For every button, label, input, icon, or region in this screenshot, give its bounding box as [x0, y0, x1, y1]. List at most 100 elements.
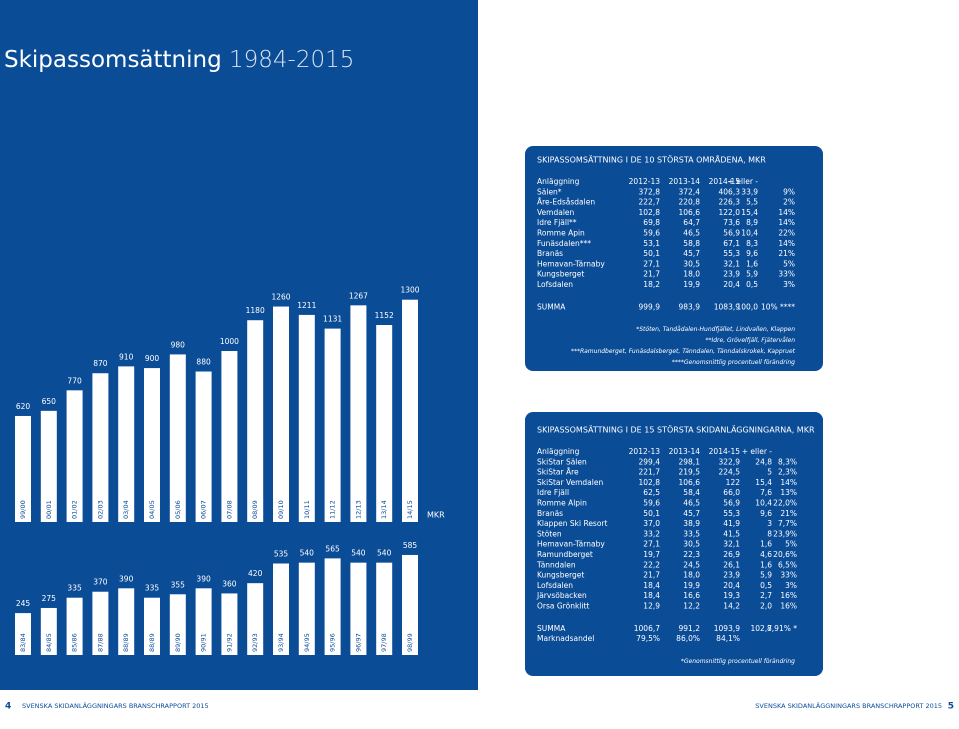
table-cell: 991,2	[679, 624, 701, 633]
page-number: 5	[948, 702, 954, 712]
table-cell: 14%	[778, 239, 795, 248]
category-label: 00/01	[45, 500, 53, 519]
data-label: 360	[222, 579, 237, 588]
table-cell: 20,4	[723, 581, 740, 590]
table-cell: SkiStar Åre	[537, 468, 579, 477]
table-cell: 10% ****	[761, 302, 795, 311]
bar	[66, 390, 83, 522]
bar	[66, 597, 83, 655]
category-label: 01/02	[71, 500, 79, 519]
bar	[169, 354, 186, 522]
table-cell: 983,9	[679, 302, 701, 311]
table-cell: 372,4	[679, 187, 701, 196]
table-cell: 55,3	[723, 249, 740, 258]
table-cell: 5,9	[760, 571, 772, 580]
table-cell: 56,9	[723, 499, 740, 508]
data-label: 355	[171, 580, 186, 589]
table-cell: 10,4	[741, 229, 758, 238]
table-cell: Idre Fjäll**	[537, 218, 577, 227]
table-cell: 5,5	[746, 198, 758, 207]
bar	[402, 299, 418, 522]
table-cell: 3%	[785, 581, 797, 590]
table-cell: 102,7	[751, 624, 773, 633]
table-cell: Anläggning	[537, 447, 580, 456]
table-cell: 1,6	[760, 560, 772, 569]
table-cell: 18,4	[643, 581, 660, 590]
footnote: ****Genomsnittlig procentuell förändring	[672, 359, 795, 366]
table-cell: Romme Alpin	[537, 499, 587, 508]
table-title: SKIPASSOMSÄTTNING I DE 10 STÖRSTA OMRÅDE…	[537, 154, 766, 165]
category-label: 91/92	[225, 633, 233, 652]
footer-text: SVENSKA SKIDANLÄGGNINGARS BRANSCHRAPPORT…	[755, 701, 942, 710]
table-cell: 79,5%	[636, 634, 660, 643]
table-cell: 999,9	[639, 302, 661, 311]
table-cell: 0,5	[746, 280, 758, 289]
table-cell: 220,8	[679, 198, 701, 207]
bar	[247, 320, 264, 522]
table-box	[525, 146, 823, 371]
bar	[15, 415, 31, 522]
table-cell: 122,0	[719, 208, 741, 217]
table-cell: 100,0	[737, 302, 759, 311]
category-label: 99/00	[19, 500, 27, 519]
table-cell: Tänndalen	[536, 560, 576, 569]
table-cell: 16%	[780, 602, 797, 611]
table-cell: Hemavan-Tärnaby	[537, 259, 605, 268]
data-label: 1300	[400, 286, 419, 295]
table-cell: 58,8	[683, 239, 700, 248]
bar	[221, 351, 238, 522]
table-cell: 5	[767, 468, 772, 477]
table-cell: 18,4	[643, 591, 660, 600]
bar	[298, 562, 315, 655]
table-cell: 13%	[780, 488, 797, 497]
table-cell: Vemdalen	[537, 208, 575, 217]
table-cell: 66,0	[723, 488, 740, 497]
table-cell: 14%	[778, 208, 795, 217]
table-cell: 50,1	[643, 249, 660, 258]
data-label: 540	[300, 549, 315, 558]
category-label: 88/89	[148, 633, 156, 652]
category-label: 12/13	[354, 500, 362, 519]
category-label: 90/91	[200, 633, 208, 652]
table-cell: 10,4	[755, 499, 772, 508]
table-cell: 20,4	[723, 280, 740, 289]
bar	[40, 607, 57, 655]
bar	[298, 314, 315, 522]
table-cell: 6,5%	[778, 560, 797, 569]
table-cell: 15,4	[741, 208, 758, 217]
category-label: 07/08	[225, 500, 233, 519]
category-label: 13/14	[380, 500, 388, 519]
bar	[195, 371, 212, 522]
category-label: 10/11	[303, 500, 311, 519]
category-label: 96/97	[354, 633, 362, 652]
table-cell: SkiStar Vemdalen	[537, 478, 603, 487]
table-cell: 8	[767, 529, 772, 538]
table-cell: 221,7	[639, 468, 661, 477]
table-cell: 19,7	[643, 550, 660, 559]
table-cell: 32,1	[723, 540, 740, 549]
table-cell: 14,2	[723, 602, 740, 611]
table-cell: 8,91% *	[767, 624, 797, 633]
table-cell: 20,6%	[773, 550, 797, 559]
table-cell: 84,1%	[716, 634, 740, 643]
category-label: 97/98	[380, 633, 388, 652]
table-cell: 2,0	[760, 602, 772, 611]
category-label: 85/86	[71, 633, 79, 652]
category-label: 04/05	[148, 500, 156, 519]
table-cell: SUMMA	[537, 302, 566, 311]
bar	[15, 613, 31, 655]
table-cell: 7,7%	[778, 519, 797, 528]
table-cell: 12,2	[683, 602, 700, 611]
data-label: 620	[16, 402, 31, 411]
category-label: 05/06	[174, 500, 182, 519]
data-label: 370	[93, 578, 108, 587]
table-cell: Lofsdalen	[537, 280, 573, 289]
table-cell: + eller -	[742, 447, 773, 456]
category-label: 93/94	[277, 633, 285, 652]
data-label: 335	[145, 584, 160, 593]
bar	[376, 562, 393, 655]
table-cell: Klappen Ski Resort	[537, 519, 608, 528]
table-cell: 62,5	[643, 488, 660, 497]
table-cell: 19,9	[683, 581, 700, 590]
